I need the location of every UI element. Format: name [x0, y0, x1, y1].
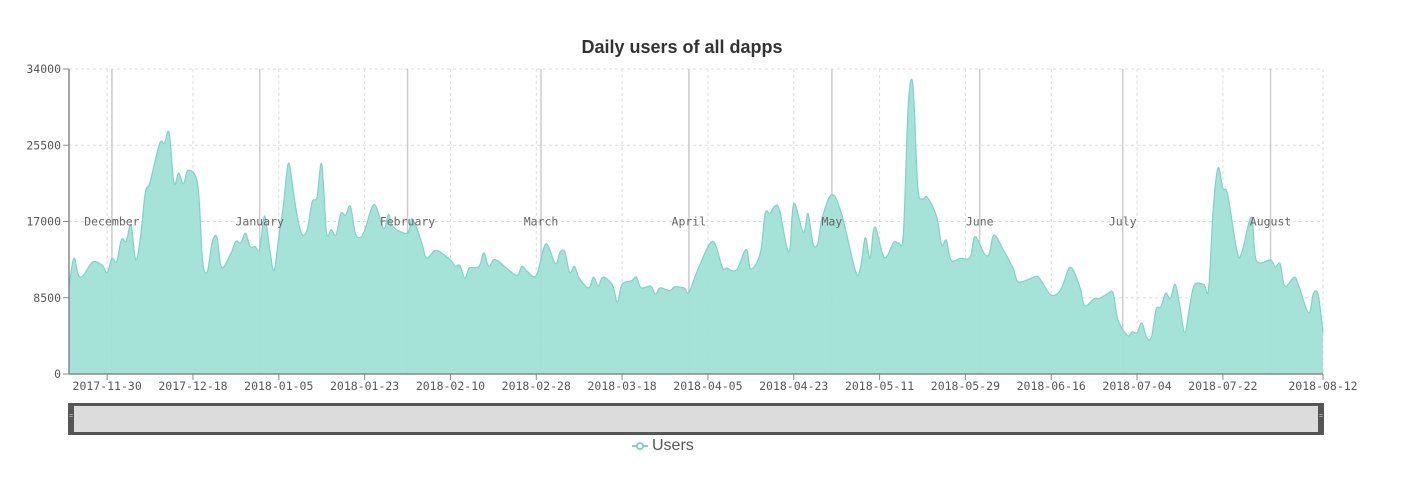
y-tick-label: 25500 [26, 138, 61, 152]
scrollbar-right-handle[interactable]: = [1318, 413, 1324, 420]
x-tick-label: 2018-05-11 [845, 379, 914, 393]
x-tick-label: 2017-12-18 [158, 379, 227, 393]
legend-item-users[interactable]: Users [632, 437, 694, 455]
x-tick-label: 2018-07-22 [1188, 379, 1257, 393]
month-marker-label: May [821, 215, 842, 229]
x-tick-label: 2018-06-16 [1017, 379, 1086, 393]
y-tick-label: 17000 [26, 215, 61, 229]
x-tick-label: 2017-11-30 [73, 379, 142, 393]
month-marker-label: June [966, 215, 994, 229]
y-tick-label: 8500 [33, 291, 61, 305]
month-marker-label: January [235, 215, 284, 229]
scrollbar-left-handle[interactable]: = [68, 413, 74, 420]
month-marker-label: February [380, 215, 435, 229]
users-line [68, 78, 1324, 341]
x-tick-label: 2018-02-28 [502, 379, 571, 393]
x-tick-label: 2018-01-05 [244, 379, 313, 393]
y-tick-label: 34000 [26, 62, 61, 76]
users-area [69, 79, 1323, 375]
range-scrollbar[interactable]: = = [68, 403, 1324, 435]
month-marker-label: April [672, 215, 707, 229]
line-dot-legend-icon [632, 442, 648, 450]
month-marker-label: July [1109, 215, 1137, 229]
legend-label: Users [652, 437, 694, 454]
axes: 0 8500 17000 25500 34000 2017-11-30 2017-12-18… [26, 62, 1357, 393]
month-marker-label: March [524, 215, 559, 229]
x-tick-label: 2018-08-12 [1288, 379, 1357, 393]
month-marker-label: December [84, 215, 139, 229]
x-tick-label: 2018-05-29 [931, 379, 1000, 393]
series-users [68, 78, 1324, 375]
month-marker-label: August [1250, 215, 1292, 229]
chart-title: Daily users of all dapps [581, 37, 782, 57]
y-tick-label: 0 [54, 367, 61, 381]
x-tick-label: 2018-04-05 [673, 379, 742, 393]
x-tick-label: 2018-07-04 [1102, 379, 1171, 393]
x-tick-label: 2018-03-18 [587, 379, 656, 393]
x-tick-label: 2018-01-23 [330, 379, 399, 393]
month-labels: December January February March April May June… [84, 215, 1291, 229]
x-tick-label: 2018-02-10 [416, 379, 485, 393]
x-tick-label: 2018-04-23 [759, 379, 828, 393]
